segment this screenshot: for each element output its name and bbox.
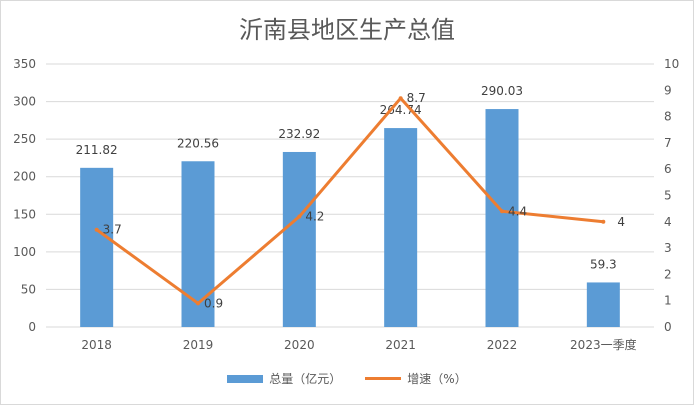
chart-legend: 总量（亿元） 增速（%） xyxy=(0,370,694,387)
bar-data-label: 59.3 xyxy=(590,257,617,271)
y-right-tick-label: 3 xyxy=(664,241,672,255)
y-left-tick-label: 250 xyxy=(13,132,36,146)
y-right-tick-label: 1 xyxy=(664,294,672,308)
y-right-tick-label: 4 xyxy=(664,215,672,229)
line-data-label: 8.7 xyxy=(407,91,426,105)
y-left-tick-label: 50 xyxy=(21,282,36,296)
bar xyxy=(384,128,418,327)
bar-data-label: 220.56 xyxy=(177,136,219,150)
legend-swatch-bar xyxy=(227,374,264,383)
y-right-tick-label: 7 xyxy=(664,136,672,150)
y-right-tick-label: 0 xyxy=(664,320,672,334)
line-point xyxy=(398,96,403,101)
bar-data-label: 232.92 xyxy=(278,127,320,141)
x-tick-label: 2019 xyxy=(183,338,214,352)
x-tick-label: 2022 xyxy=(487,338,518,352)
legend-label-total: 总量（亿元） xyxy=(269,372,342,386)
y-right-tick-label: 6 xyxy=(664,162,672,176)
line-data-label: 3.7 xyxy=(103,223,122,237)
bar-data-label: 264.74 xyxy=(380,103,422,117)
y-left-tick-label: 100 xyxy=(13,245,36,259)
bar xyxy=(181,161,215,327)
line-data-label: 0.9 xyxy=(204,296,223,310)
y-right-tick-label: 2 xyxy=(664,267,672,281)
y-left-tick-label: 0 xyxy=(28,320,36,334)
legend-label-growth: 增速（%） xyxy=(407,372,467,386)
line-data-label: 4.4 xyxy=(508,204,527,218)
line-point xyxy=(94,227,99,232)
y-left-tick-label: 350 xyxy=(13,57,36,71)
y-right-tick-label: 9 xyxy=(664,83,672,97)
legend-item-growth: 增速（%） xyxy=(365,370,467,387)
legend-item-total: 总量（亿元） xyxy=(227,370,341,387)
series-line-growth xyxy=(95,96,604,305)
line-point xyxy=(297,214,302,219)
chart-title: 沂南县地区生产总值 xyxy=(239,16,455,44)
bar xyxy=(485,109,519,327)
bar xyxy=(282,151,316,327)
x-tick-label: 2021 xyxy=(385,338,416,352)
line-point xyxy=(601,219,606,224)
y-right-tick-label: 8 xyxy=(664,110,672,124)
x-tick-label: 2023一季度 xyxy=(570,337,637,352)
y-right-tick-label: 5 xyxy=(664,189,672,203)
x-tick-label: 2020 xyxy=(284,338,315,352)
y-left-tick-label: 150 xyxy=(13,207,36,221)
y-left-tick-label: 200 xyxy=(13,170,36,184)
line-data-label: 4.2 xyxy=(305,210,324,224)
line-point xyxy=(500,209,504,214)
bar xyxy=(586,282,620,327)
bar xyxy=(80,167,114,327)
legend-swatch-line xyxy=(365,377,402,380)
x-tick-label: 2018 xyxy=(81,338,112,352)
y-right-tick-label: 10 xyxy=(664,57,679,71)
bar-data-label: 211.82 xyxy=(76,143,118,157)
y-left-tick-label: 300 xyxy=(13,95,36,109)
line-data-label: 4 xyxy=(617,215,625,229)
line-point xyxy=(196,301,200,306)
bar-data-label: 290.03 xyxy=(481,84,523,98)
